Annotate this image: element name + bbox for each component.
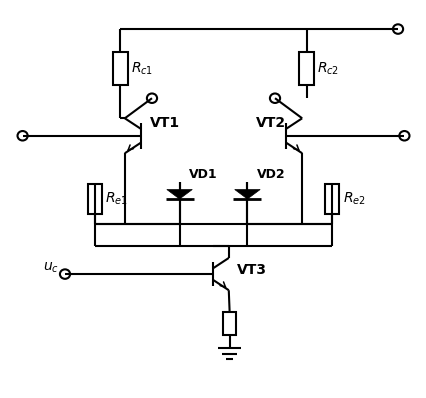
Text: $R_{c2}$: $R_{c2}$ bbox=[317, 60, 339, 77]
Bar bbox=[88, 184, 101, 214]
Bar bbox=[112, 52, 127, 86]
Bar bbox=[223, 312, 236, 336]
Bar bbox=[325, 184, 338, 214]
Text: $R_{e1}$: $R_{e1}$ bbox=[105, 191, 128, 207]
Text: VT1: VT1 bbox=[150, 116, 180, 130]
Polygon shape bbox=[167, 189, 192, 199]
Text: VT2: VT2 bbox=[255, 116, 285, 130]
Text: VD1: VD1 bbox=[188, 168, 217, 181]
Text: $u_c$: $u_c$ bbox=[43, 261, 58, 275]
Polygon shape bbox=[234, 189, 259, 199]
Text: $R_{c1}$: $R_{c1}$ bbox=[130, 60, 153, 77]
Text: VT3: VT3 bbox=[236, 263, 266, 277]
Text: VD2: VD2 bbox=[256, 168, 285, 181]
Bar bbox=[299, 52, 314, 86]
Text: $R_{e2}$: $R_{e2}$ bbox=[342, 191, 365, 207]
